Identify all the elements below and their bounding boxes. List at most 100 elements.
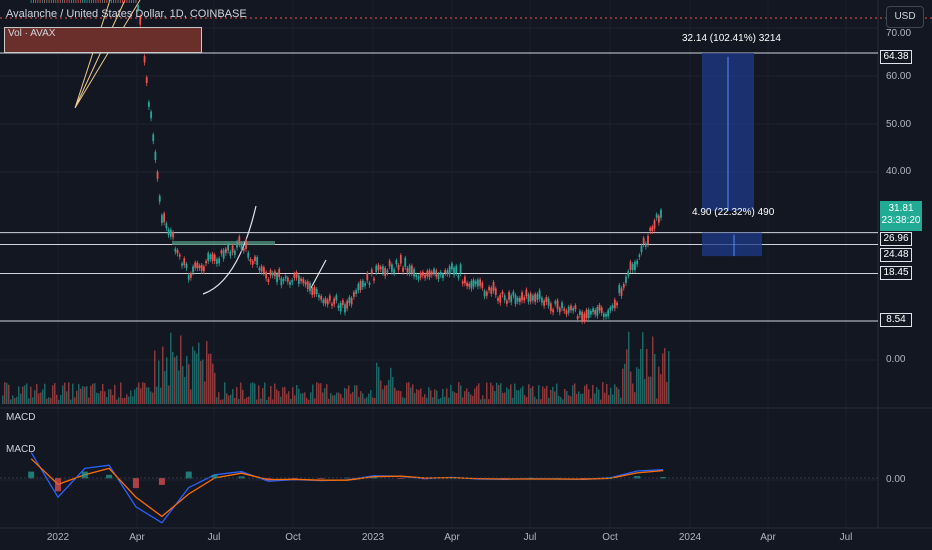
volume-bar <box>452 391 454 404</box>
volume-bar <box>54 383 56 404</box>
volume-bar <box>292 387 294 404</box>
volume-bar <box>600 399 602 404</box>
volume-bar <box>536 399 538 404</box>
candle-body <box>629 261 632 270</box>
candle-body <box>152 134 155 142</box>
volume-bar <box>472 395 474 404</box>
candle-body <box>417 276 420 280</box>
volume-bar <box>184 377 186 404</box>
candle-body <box>415 274 418 278</box>
volume-bar <box>244 398 246 404</box>
candle-body <box>609 307 612 311</box>
candle-body <box>218 258 221 264</box>
volume-bar <box>582 393 584 404</box>
volume-bar <box>170 332 172 404</box>
candle-body <box>324 298 327 304</box>
volume-bar <box>668 351 670 404</box>
candle-body <box>344 304 346 313</box>
macd-histogram-bar <box>660 477 667 479</box>
volume-bar <box>394 387 396 404</box>
volume-label[interactable]: Vol · AVAX <box>4 27 202 53</box>
macd-histogram-bar <box>185 471 192 479</box>
volume-bar <box>324 388 326 404</box>
candle-body <box>211 253 214 261</box>
candle-body <box>185 263 188 269</box>
currency-button[interactable]: USD <box>886 6 924 28</box>
candle-body <box>490 287 493 294</box>
volume-bar <box>248 396 250 404</box>
volume-bar <box>180 335 182 404</box>
candle-body <box>245 240 247 249</box>
volume-bar <box>620 397 622 404</box>
volume-bar <box>552 386 554 404</box>
candle-body <box>273 271 276 277</box>
volume-bar <box>492 385 494 404</box>
volume-bar <box>476 385 478 404</box>
volume-bar <box>566 391 568 404</box>
volume-bar <box>564 388 566 404</box>
volume-bar <box>550 389 552 404</box>
candle-body <box>485 291 488 296</box>
candle-body <box>581 311 584 321</box>
volume-bar <box>392 377 394 404</box>
volume-bar <box>366 397 368 404</box>
candle-body <box>570 305 572 311</box>
volume-bar <box>28 398 30 404</box>
volume-bar <box>624 363 626 404</box>
volume-bar <box>460 385 462 404</box>
candle-body <box>444 270 447 274</box>
volume-bar <box>220 399 222 404</box>
volume-bar <box>6 382 8 404</box>
candle-body <box>326 299 329 305</box>
volume-bar <box>260 398 262 404</box>
volume-bar <box>60 395 62 404</box>
candle-body <box>220 250 223 254</box>
y-tick-macd-zero: 0.00 <box>886 474 906 485</box>
volume-bar <box>498 385 500 404</box>
volume-bar <box>66 391 68 404</box>
candle-body <box>404 257 407 267</box>
volume-bar <box>98 393 100 404</box>
volume-bar <box>156 386 158 404</box>
candle-body <box>657 215 660 223</box>
candle-body <box>202 266 205 272</box>
volume-bar <box>106 396 108 404</box>
volume-bar <box>36 383 38 404</box>
volume-bar <box>168 385 170 404</box>
volume-bar <box>662 353 664 404</box>
volume-bar <box>406 382 408 404</box>
macd-histogram-bar <box>291 478 298 479</box>
candle-body <box>143 56 146 63</box>
macd-histogram-bar <box>527 477 534 479</box>
macd-histogram-bar <box>634 476 641 479</box>
candle-body <box>616 302 618 306</box>
volume-bar <box>200 360 202 404</box>
candle-body <box>488 286 490 291</box>
volume-bar <box>374 397 376 404</box>
volume-bar <box>112 395 114 404</box>
candle-body <box>306 281 309 290</box>
candle-body <box>472 279 475 287</box>
volume-bar <box>150 391 152 404</box>
candle-body <box>192 266 194 273</box>
candle-body <box>611 305 614 309</box>
candle-body <box>386 270 389 273</box>
volume-bar <box>516 390 518 404</box>
volume-bar <box>368 393 370 404</box>
candle-body <box>346 300 349 309</box>
candle-body <box>558 308 561 313</box>
volume-bar <box>96 392 98 404</box>
candle-body <box>655 214 658 218</box>
volume-bar <box>602 382 604 404</box>
volume-bar <box>594 393 596 404</box>
curve-drawing <box>202 205 257 295</box>
candle-body <box>348 297 351 304</box>
candle-body <box>328 295 331 301</box>
volume-bar <box>422 397 424 404</box>
candle-body <box>567 306 570 313</box>
volume-bar <box>306 397 308 404</box>
volume-bar <box>178 370 180 404</box>
volume-bar <box>416 389 418 404</box>
candle-body <box>421 271 424 276</box>
candle-body <box>647 235 649 245</box>
